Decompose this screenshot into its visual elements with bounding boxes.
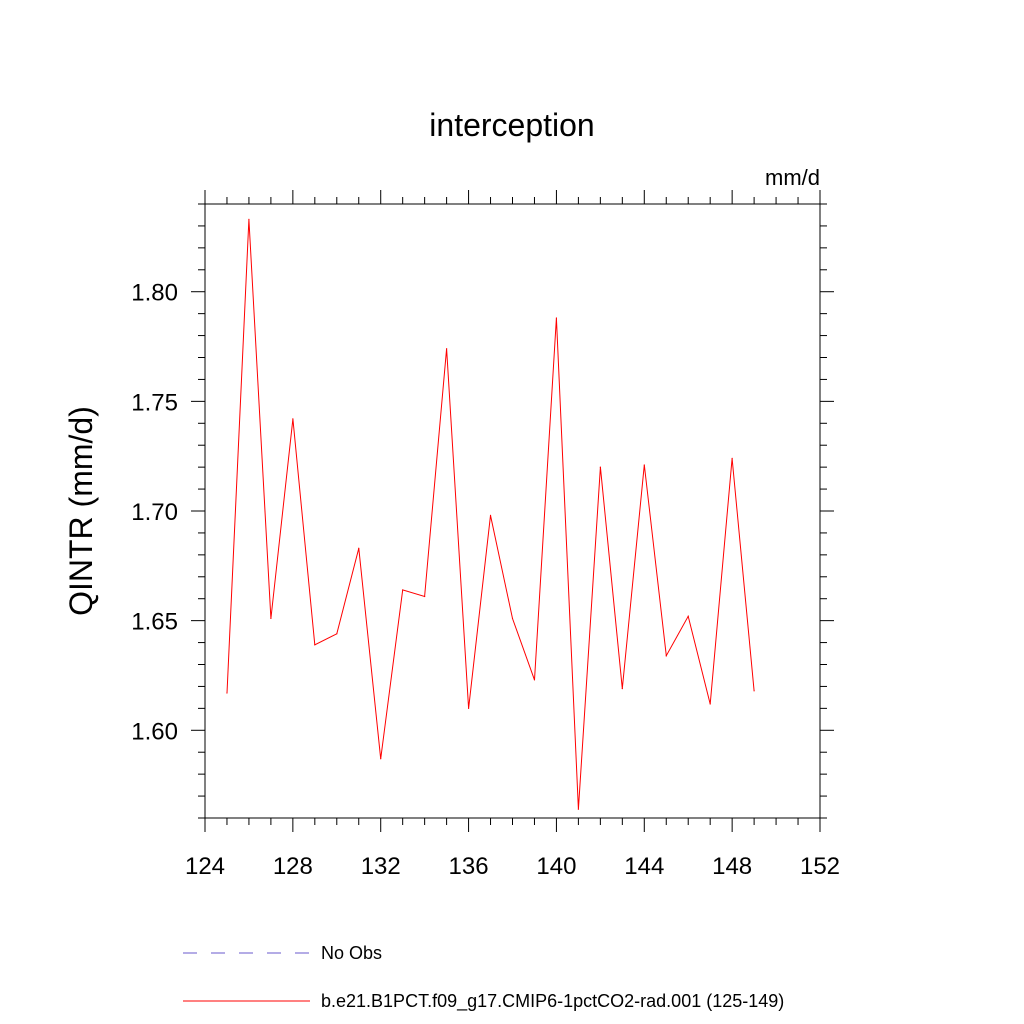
x-tick-label: 128 [273, 853, 313, 880]
data-point [665, 655, 667, 657]
x-tick-label: 140 [536, 853, 576, 880]
y-tick-label: 1.80 [131, 280, 178, 307]
data-point [467, 707, 470, 709]
data-point [555, 317, 558, 319]
data-point [314, 644, 316, 646]
data-point [402, 589, 404, 591]
data-point [336, 633, 338, 635]
units-label: mm/d [765, 165, 820, 190]
x-axis: 124 128 132 136 140 144 148 152 [185, 190, 840, 880]
x-tick-label: 144 [624, 853, 664, 880]
data-point [643, 464, 645, 466]
y-tick-label: 1.70 [131, 499, 178, 526]
data-point [270, 617, 272, 620]
data-point [489, 514, 492, 516]
data-point [577, 808, 579, 810]
x-tick-label: 152 [800, 853, 840, 880]
y-tick-label: 1.65 [131, 609, 178, 636]
legend: No Obs b.e21.B1PCT.f09_g17.CMIP6-1pctCO2… [183, 943, 784, 1012]
y-tick-label: 1.75 [131, 389, 178, 416]
legend-label-no-obs: No Obs [321, 943, 382, 963]
data-point [424, 595, 426, 598]
data-point [511, 617, 514, 620]
data-point [621, 688, 623, 690]
y-tick-label: 1.60 [131, 718, 178, 745]
x-tick-label: 148 [712, 853, 752, 880]
data-point [599, 466, 601, 468]
data-point [533, 679, 536, 681]
y-axis-label: QINTR (mm/d) [63, 406, 99, 616]
data-point [731, 457, 733, 459]
series-layer [226, 218, 755, 810]
x-tick-label: 124 [185, 853, 225, 880]
data-point [248, 218, 250, 220]
data-point [292, 418, 294, 420]
x-tick-label: 132 [361, 853, 401, 880]
data-point [446, 348, 448, 350]
data-point [358, 547, 360, 549]
data-point [709, 703, 711, 705]
data-point [226, 692, 228, 694]
chart-title: interception [429, 107, 594, 143]
data-point [380, 758, 382, 760]
data-point [753, 690, 755, 692]
legend-label-model: b.e21.B1PCT.f09_g17.CMIP6-1pctCO2-rad.00… [321, 991, 784, 1012]
series-line-0 [226, 219, 755, 810]
y-axis: 1.60 1.65 1.70 1.75 1.80 [131, 203, 834, 819]
data-point [687, 615, 689, 617]
x-tick-label: 136 [449, 853, 489, 880]
